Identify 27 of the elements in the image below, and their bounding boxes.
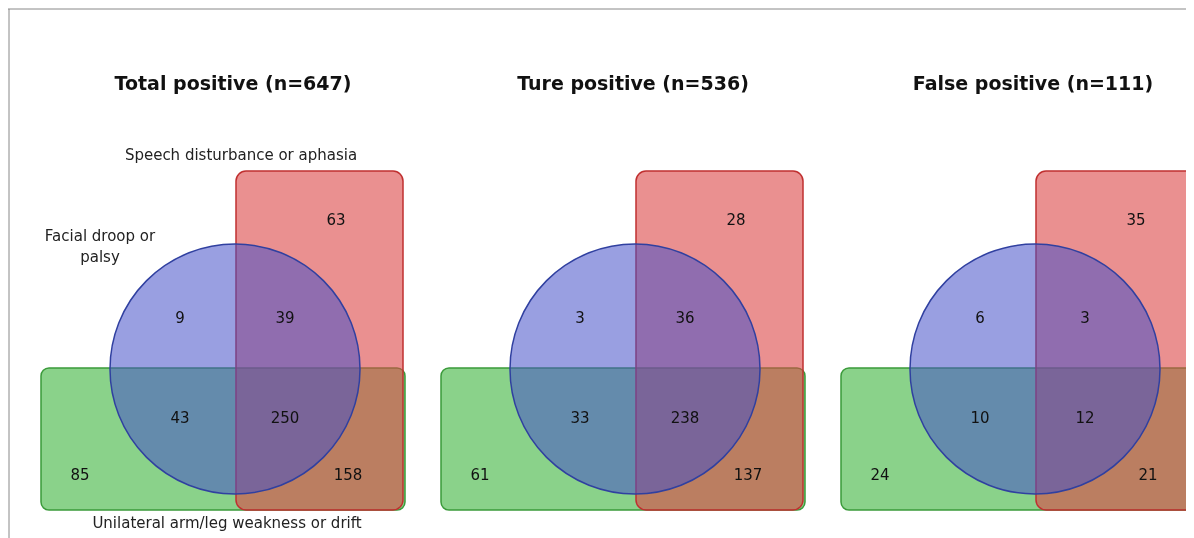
data-label: 12	[1075, 409, 1095, 427]
data-label: 43	[170, 409, 190, 427]
data-label: 24	[870, 466, 890, 484]
text: Facial droop or palsy	[43, 226, 157, 268]
text: Ture positive (n=536)	[517, 72, 749, 94]
text: Speech disturbance or aphasia	[124, 146, 358, 164]
data-label: 9	[175, 309, 185, 327]
data-label: 33	[570, 409, 590, 427]
data-label: 28	[726, 211, 746, 229]
data-label: 21	[1138, 466, 1158, 484]
data-label: 36	[675, 309, 695, 327]
data-label: 3	[1080, 309, 1090, 327]
data-label: 3	[575, 309, 585, 327]
data-label: 158	[333, 466, 363, 484]
text: False positive (n=111)	[912, 72, 1154, 94]
text: Unilateral arm/leg weakness or drift	[92, 514, 362, 532]
text: Total positive (n=647)	[114, 72, 352, 94]
data-label: 85	[70, 466, 90, 484]
data-label: 39	[275, 309, 295, 327]
data-label: 10	[970, 409, 990, 427]
data-label: 6	[975, 309, 985, 327]
data-label: 137	[733, 466, 763, 484]
data-label: 35	[1126, 211, 1146, 229]
data-label: 61	[470, 466, 490, 484]
data-label: 238	[670, 409, 700, 427]
data-label: 63	[326, 211, 346, 229]
data-label: 250	[270, 409, 300, 427]
